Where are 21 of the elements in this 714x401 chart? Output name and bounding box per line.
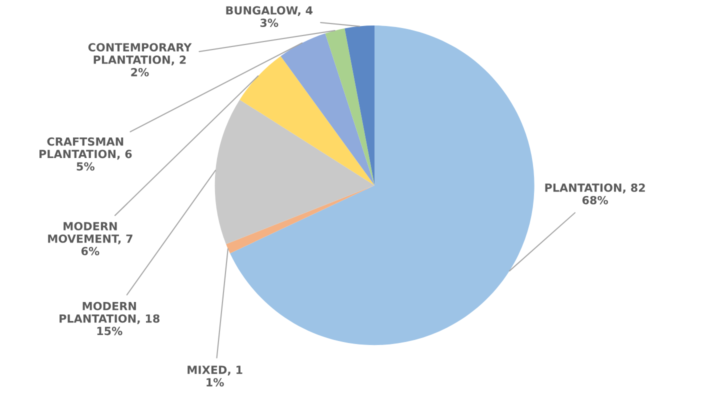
pie-slice [325, 28, 375, 186]
pie-slice [344, 26, 375, 186]
data-label: 2% [131, 68, 149, 76]
slice-label: PLANTATION, 82 [545, 184, 645, 194]
pie-slice [230, 26, 534, 346]
pie-slice [240, 56, 375, 186]
data-label: 3% [260, 18, 278, 28]
slice-label: MODERN MOVEMENT, 7 [48, 222, 132, 244]
pie-slice [280, 33, 375, 186]
slice-label: CONTEMPORARY PLANTATION, 2 [88, 43, 192, 66]
slice-label: BUNGALOW, 4 [226, 6, 313, 16]
data-label: 5% [76, 162, 94, 171]
data-label: 15% [97, 326, 122, 336]
slice-label: MIXED, 1 [188, 366, 242, 376]
data-label: 6% [81, 246, 100, 256]
data-label: 1% [206, 378, 224, 386]
slice-label: CRAFTSMAN PLANTATION, 6 [40, 137, 132, 160]
slice-label: MODERN PLANTATION, 18 [60, 302, 160, 324]
pie-slice [214, 100, 375, 244]
data-label: 68% [582, 196, 608, 204]
pie-slice [226, 185, 375, 254]
